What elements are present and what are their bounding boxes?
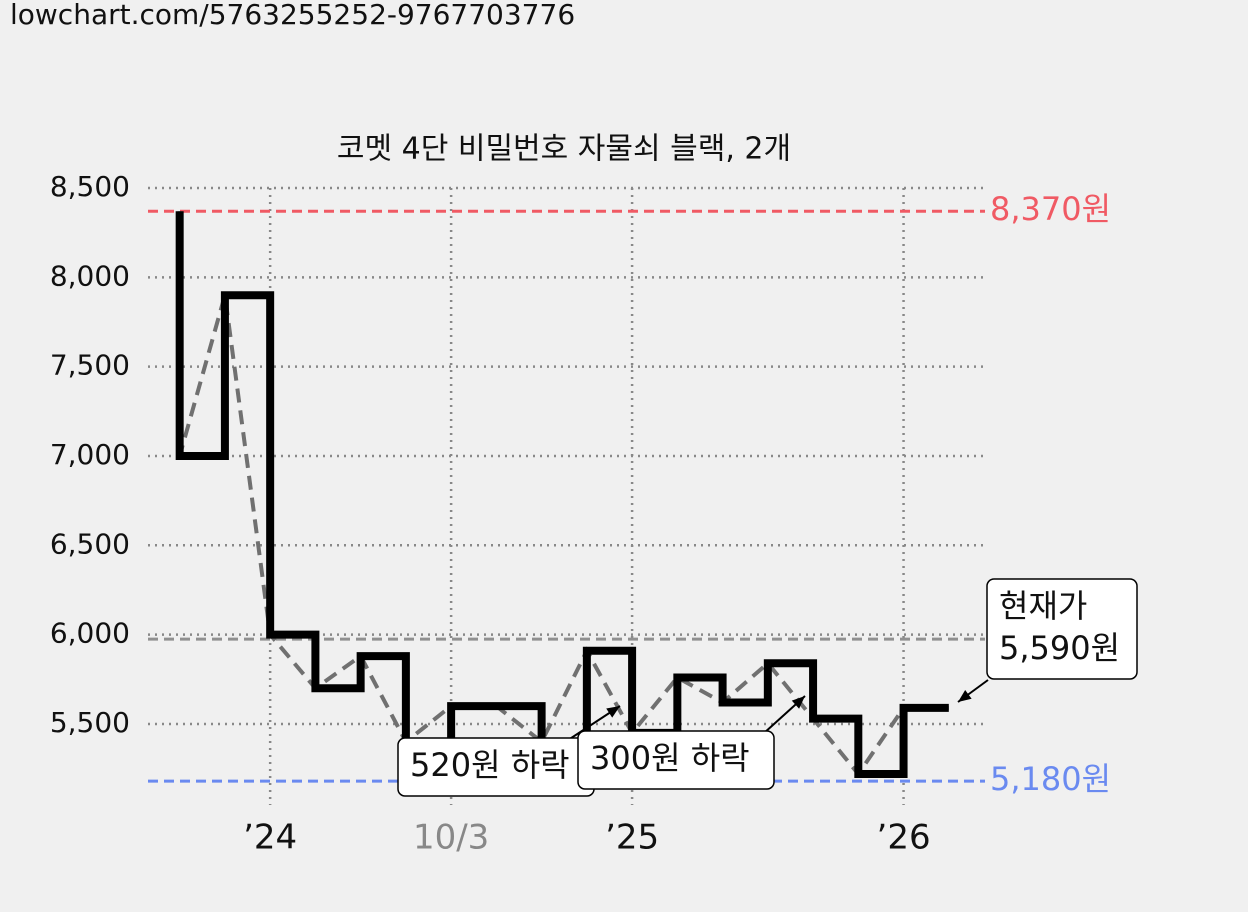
y-tick-label: 7,500 (50, 349, 130, 382)
x-tick-label: ’25 (605, 818, 659, 858)
url: lowchart.com/5763255252-9767703776 (10, 0, 575, 31)
trend-line (177, 211, 949, 778)
x-tick-label: ’24 (243, 818, 297, 858)
x-tick-label: ’26 (877, 818, 931, 858)
y-tick-label: 6,000 (50, 617, 130, 650)
arrow-head (606, 706, 620, 718)
annotation-text: 520원 하락 (410, 746, 570, 784)
y-tick-label: 8,500 (50, 170, 130, 203)
annotation-text: 5,590원 (999, 629, 1120, 667)
y-tick-label: 8,000 (50, 259, 130, 292)
reference-label: 8,370원 (990, 190, 1111, 228)
y-tick-label: 5,500 (50, 706, 130, 739)
annotation-box (986, 578, 1138, 680)
reference-label: 5,180원 (990, 760, 1111, 798)
arrow-head (958, 689, 972, 702)
annotation-text: 현재가 (999, 587, 1087, 625)
chart-title: 코멧 4단 비밀번호 자물쇠 블랙, 2개 (337, 132, 791, 167)
annotation-box (577, 730, 775, 790)
annotation-text: 300원 하락 (590, 739, 750, 777)
y-tick-label: 6,500 (50, 527, 130, 560)
price-line (175, 211, 949, 778)
y-tick-label: 7,000 (50, 438, 130, 471)
arrow-head (791, 696, 805, 709)
x-tick-label: 10/3 (413, 818, 489, 858)
